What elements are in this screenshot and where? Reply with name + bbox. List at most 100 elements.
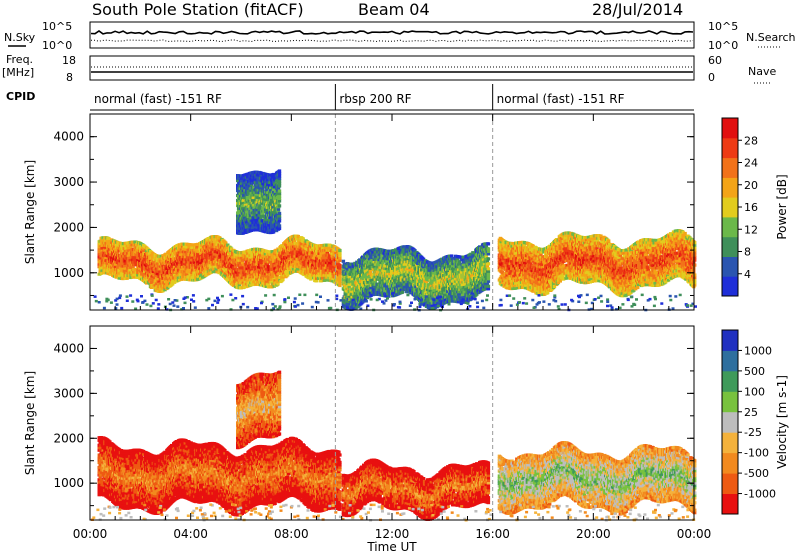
- echo-cell: [109, 272, 113, 276]
- echo-cell: [114, 275, 119, 279]
- echo-cell: [121, 276, 126, 281]
- echo-cell: [168, 269, 172, 273]
- echo-cell: [150, 264, 155, 268]
- echo-cell: [158, 282, 162, 286]
- echo-cell: [139, 242, 143, 246]
- echo-cell: [97, 257, 101, 261]
- echo-cell: [139, 257, 143, 261]
- echo-cell: [165, 279, 169, 283]
- echo-cell: [109, 250, 113, 254]
- echo-cell: [110, 255, 114, 259]
- echo-cell: [155, 254, 159, 258]
- echo-cell: [112, 261, 116, 265]
- echo-cell: [141, 265, 145, 269]
- station-title: South Pole Station (fitACF): [92, 0, 304, 19]
- echo-cell: [277, 204, 282, 208]
- echo-cell: [113, 244, 117, 248]
- echo-cell: [152, 260, 156, 264]
- echo-cell: [115, 250, 120, 255]
- nave-label: Nave: [748, 65, 776, 78]
- echo-cell: [169, 256, 173, 260]
- echo-cell: [142, 248, 146, 253]
- echo-cell: [296, 234, 300, 239]
- echo-cell: [157, 264, 161, 268]
- echo-cell: [165, 276, 169, 281]
- echo-cell: [151, 277, 156, 281]
- echo-cell: [102, 246, 106, 250]
- echo-cell: [147, 251, 152, 255]
- echo-cell: [118, 261, 123, 265]
- freq-left-tick-bottom: 8: [66, 71, 73, 84]
- echo-cell: [153, 283, 157, 287]
- echo-cell: [163, 260, 167, 264]
- echo-cell: [100, 263, 104, 268]
- echo-cell: [338, 263, 342, 268]
- echo-cell: [143, 269, 147, 273]
- echo-cell: [142, 271, 146, 275]
- echo-cell: [114, 273, 119, 277]
- echo-cell: [98, 264, 102, 268]
- echo-cell: [155, 259, 159, 263]
- echo-cell: [134, 272, 138, 277]
- echo-cell: [114, 265, 118, 269]
- nsky-label: N.Sky: [4, 31, 36, 44]
- echo-cell: [136, 250, 140, 254]
- noise-left-tick-top: 10^5: [42, 20, 72, 33]
- echo-cell: [162, 258, 166, 262]
- echo-cell: [110, 248, 114, 252]
- echo-cell: [123, 271, 127, 275]
- echo-cell: [151, 279, 156, 283]
- cpid-segment-label: normal (fast) -151 RF: [94, 92, 222, 106]
- echo-cell: [109, 262, 113, 266]
- echo-cell: [104, 256, 108, 260]
- freq-unit-label: [MHz]: [2, 66, 34, 79]
- echo-cell: [160, 271, 164, 276]
- echo-cell: [110, 238, 114, 242]
- echo-cell: [161, 254, 165, 258]
- echo-cell: [133, 260, 137, 264]
- echo-cell: [170, 275, 174, 279]
- echo-cell: [128, 248, 132, 252]
- noise-left-tick-bottom: 10^0: [42, 39, 72, 52]
- echo-cell: [160, 279, 164, 283]
- date-title: 28/Jul/2014: [592, 0, 683, 19]
- echo-cell: [142, 246, 146, 250]
- echo-cell: [167, 277, 171, 282]
- echo-cell: [103, 266, 107, 270]
- echo-cell: [277, 211, 282, 215]
- echo-cell: [116, 263, 121, 267]
- echo-cell: [301, 237, 305, 241]
- echo-cell: [100, 246, 104, 250]
- echo-cell: [131, 240, 135, 244]
- echo-cell: [163, 255, 167, 259]
- echo-cell: [117, 269, 122, 273]
- echo-cell: [136, 243, 140, 247]
- echo-cell: [166, 253, 170, 257]
- echo-cell: [151, 269, 156, 273]
- echo-cell: [150, 256, 155, 260]
- echo-cell: [121, 244, 126, 248]
- echo-cell: [138, 259, 142, 263]
- echo-cell: [102, 256, 106, 260]
- cpid-label: CPID: [6, 90, 35, 103]
- echo-cell: [104, 251, 108, 255]
- freq-panel-frame: [89, 55, 695, 81]
- echo-cell: [157, 287, 161, 291]
- echo-cell: [114, 262, 118, 266]
- echo-cell: [100, 248, 104, 253]
- echo-cell: [104, 246, 108, 250]
- noise-panel-frame: [89, 21, 695, 49]
- echo-cell: [170, 273, 174, 277]
- echo-cell: [152, 258, 156, 262]
- echo-cell: [277, 189, 282, 193]
- echo-cell: [140, 275, 144, 279]
- echo-cell: [129, 275, 133, 279]
- echo-cell: [136, 273, 140, 277]
- echo-cell: [121, 271, 126, 276]
- nsearch-trace: [90, 39, 694, 43]
- echo-cell: [130, 270, 134, 274]
- nsky-trace: [90, 30, 694, 35]
- echo-cell: [133, 250, 137, 254]
- echo-cell: [160, 269, 164, 273]
